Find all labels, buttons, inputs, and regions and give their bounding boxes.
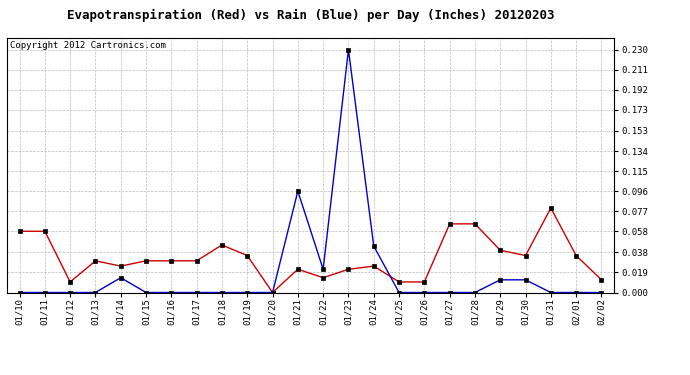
Text: Evapotranspiration (Red) vs Rain (Blue) per Day (Inches) 20120203: Evapotranspiration (Red) vs Rain (Blue) … xyxy=(67,9,554,22)
Text: Copyright 2012 Cartronics.com: Copyright 2012 Cartronics.com xyxy=(10,41,166,50)
